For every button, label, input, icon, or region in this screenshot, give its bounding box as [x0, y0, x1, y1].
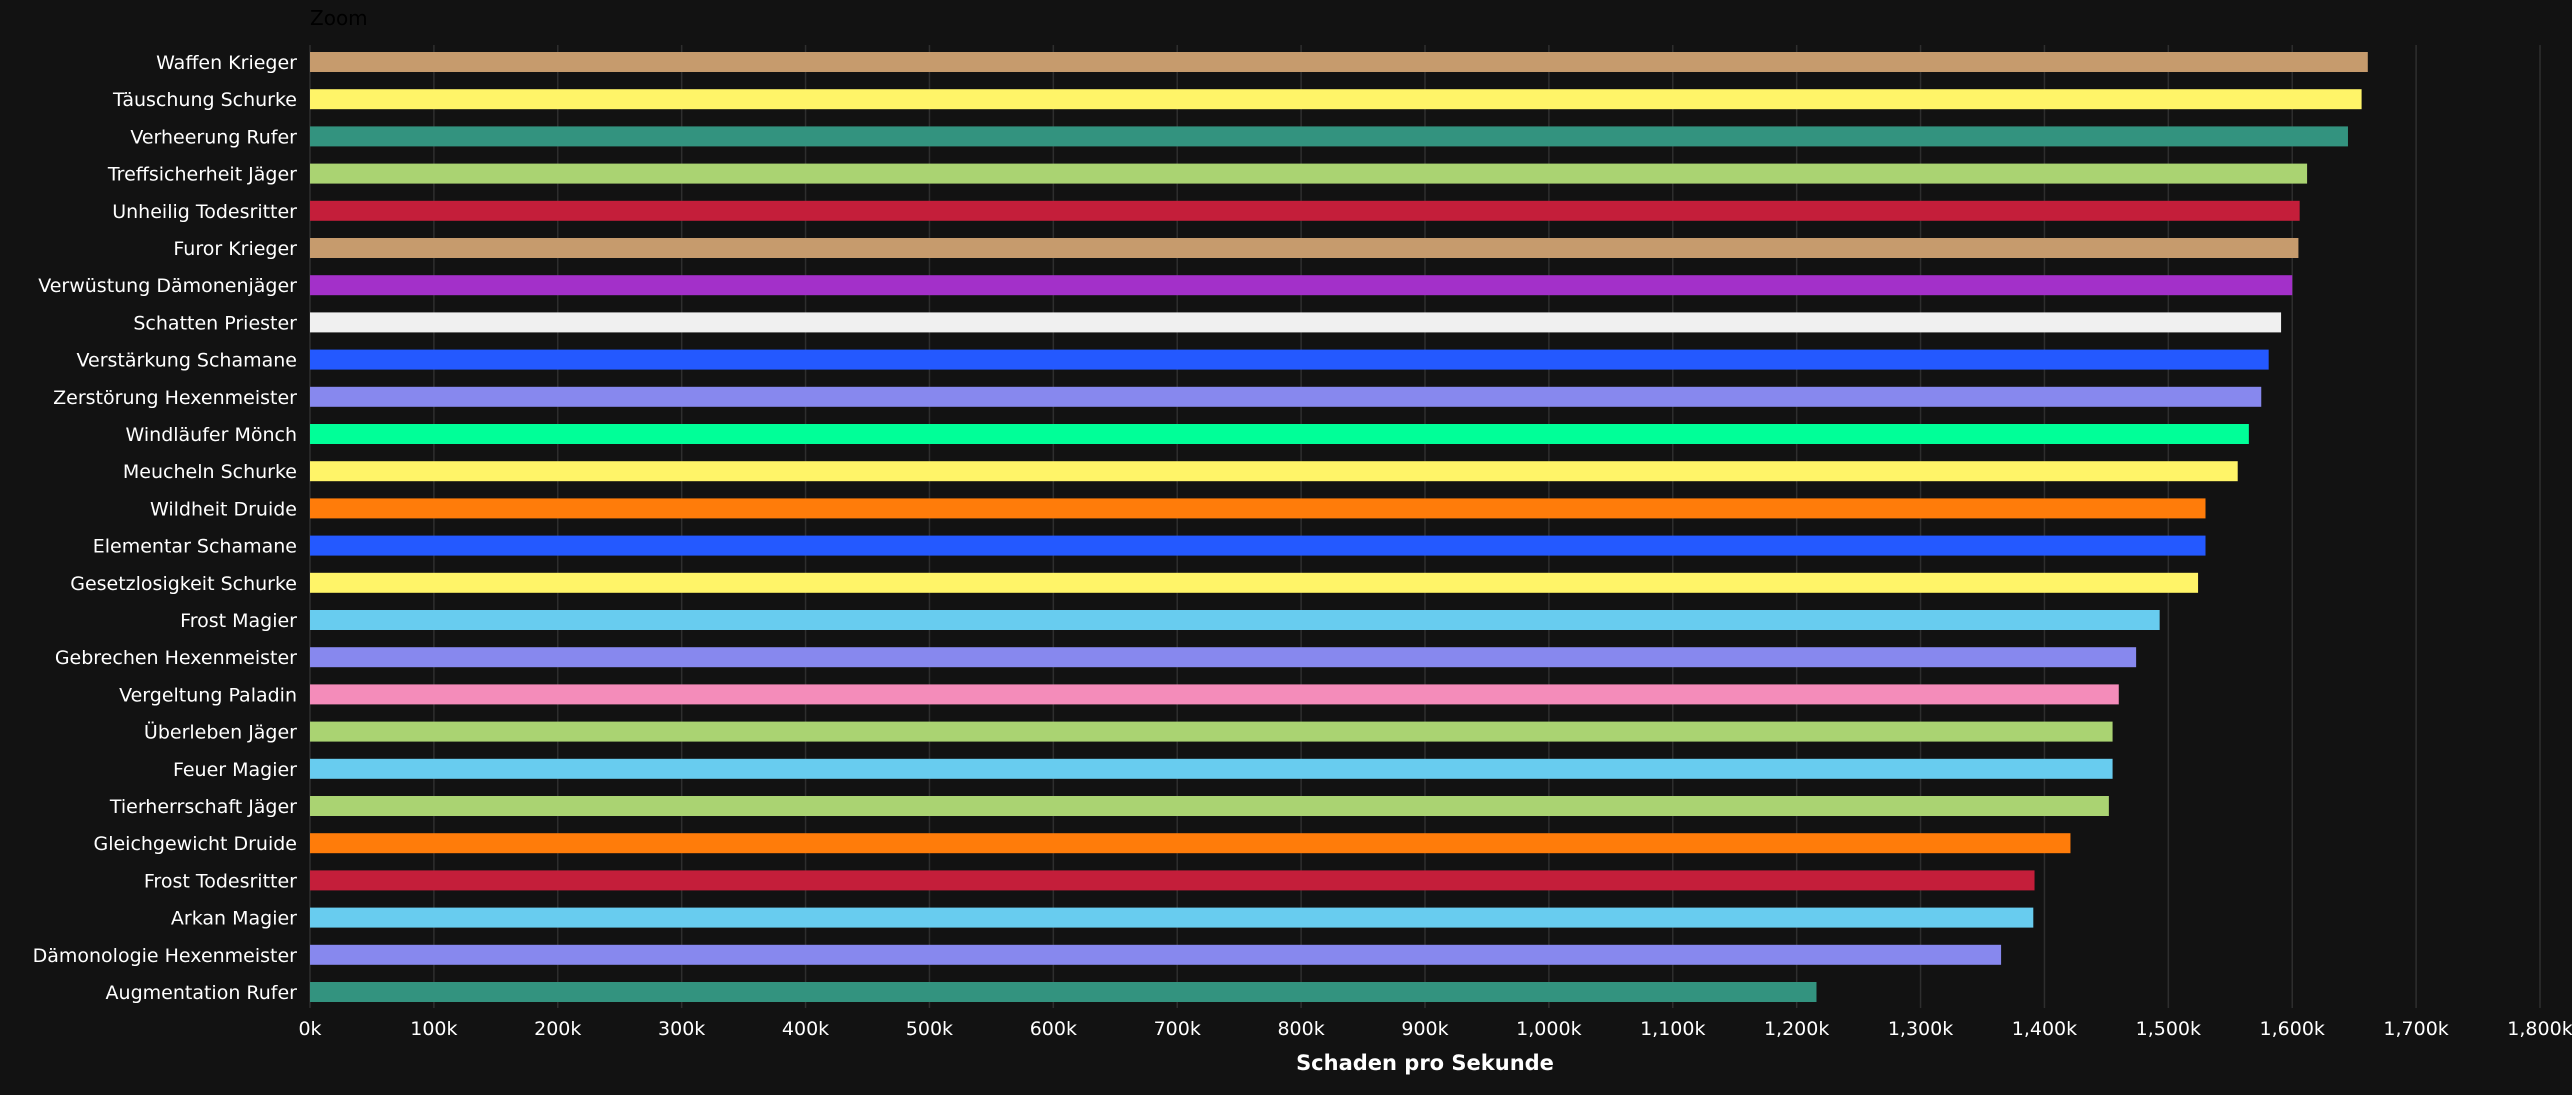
x-tick-label: 1,000k: [1516, 1018, 1581, 1040]
bar[interactable]: [310, 89, 2362, 110]
bar[interactable]: [310, 424, 2249, 444]
category-label: Dämonologie Hexenmeister: [33, 945, 298, 967]
x-axis-ticks: 0k 100k 200k 300k 400k 500k 600k 700k 800k 900k 1,…: [298, 1018, 2572, 1040]
category-label: Frost Magier: [180, 610, 297, 632]
category-label: Unheilig Todesritter: [112, 201, 297, 223]
category-label: Frost Todesritter: [144, 870, 297, 892]
bar[interactable]: [310, 349, 2269, 370]
bar[interactable]: [310, 833, 2071, 854]
bar[interactable]: [310, 870, 2035, 891]
category-label: Vergeltung Paladin: [119, 684, 297, 706]
x-tick-label: 1,600k: [2260, 1018, 2325, 1040]
category-label: Überleben Jäger: [144, 721, 297, 744]
bar[interactable]: [310, 126, 2348, 147]
bar[interactable]: [310, 386, 2262, 407]
bar[interactable]: [310, 535, 2206, 556]
x-tick-label: 0k: [298, 1018, 321, 1040]
category-label: Meucheln Schurke: [123, 461, 297, 483]
bar[interactable]: [310, 610, 2160, 630]
category-label: Zerstörung Hexenmeister: [53, 387, 297, 409]
x-tick-label: 100k: [410, 1018, 457, 1040]
x-tick-label: 1,700k: [2383, 1018, 2448, 1040]
category-labels: Waffen Krieger Täuschung Schurke Verheerun…: [33, 52, 298, 1004]
x-tick-label: 900k: [1401, 1018, 1448, 1040]
x-tick-label: 800k: [1277, 1018, 1324, 1040]
x-tick-label: 1,500k: [2136, 1018, 2201, 1040]
bar[interactable]: [310, 982, 1817, 1002]
bar[interactable]: [310, 758, 2113, 779]
bar[interactable]: [310, 461, 2238, 482]
bar[interactable]: [310, 200, 2300, 221]
bar[interactable]: [310, 721, 2113, 742]
bars-group: [310, 52, 2368, 1002]
x-axis-title: Schaden pro Sekunde: [1296, 1051, 1554, 1075]
x-tick-label: 1,400k: [2012, 1018, 2077, 1040]
bar[interactable]: [310, 796, 2109, 816]
category-label: Furor Krieger: [173, 238, 297, 260]
x-tick-label: 700k: [1154, 1018, 1201, 1040]
category-label: Waffen Krieger: [156, 52, 297, 74]
bar[interactable]: [310, 163, 2308, 184]
zoom-label[interactable]: Zoom: [310, 6, 368, 30]
bar[interactable]: [310, 647, 2137, 668]
category-label: Windläufer Mönch: [126, 424, 298, 446]
x-tick-label: 600k: [1030, 1018, 1077, 1040]
category-label: Wildheit Druide: [150, 498, 297, 520]
x-tick-label: 1,300k: [1888, 1018, 1953, 1040]
x-tick-label: 300k: [658, 1018, 705, 1040]
bar[interactable]: [310, 52, 2368, 72]
bar[interactable]: [310, 684, 2119, 705]
category-label: Tierherrschaft Jäger: [109, 796, 297, 818]
category-label: Treffsicherheit Jäger: [107, 164, 297, 186]
category-label: Arkan Magier: [171, 908, 297, 930]
category-label: Gebrechen Hexenmeister: [55, 647, 297, 669]
bar[interactable]: [310, 312, 2282, 333]
x-tick-label: 1,200k: [1764, 1018, 1829, 1040]
category-label: Feuer Magier: [173, 759, 297, 781]
category-label: Täuschung Schurke: [112, 89, 297, 111]
bar[interactable]: [310, 944, 2002, 965]
category-label: Verwüstung Dämonenjäger: [38, 275, 297, 297]
category-label: Elementar Schamane: [93, 536, 297, 558]
category-label: Schatten Priester: [133, 312, 297, 334]
x-tick-label: 400k: [782, 1018, 829, 1040]
x-tick-label: 200k: [534, 1018, 581, 1040]
category-label: Verheerung Rufer: [130, 126, 297, 148]
bar[interactable]: [310, 498, 2206, 519]
category-label: Gesetzlosigkeit Schurke: [70, 573, 297, 595]
category-label: Augmentation Rufer: [106, 982, 298, 1004]
bar[interactable]: [310, 907, 2034, 928]
category-label: Verstärkung Schamane: [76, 350, 297, 372]
x-tick-label: 500k: [906, 1018, 953, 1040]
x-tick-label: 1,100k: [1640, 1018, 1705, 1040]
bar[interactable]: [310, 275, 2293, 296]
category-label: Gleichgewicht Druide: [93, 833, 297, 855]
bar[interactable]: [310, 572, 2199, 593]
bar[interactable]: [310, 238, 2299, 258]
x-tick-label: 1,800k: [2507, 1018, 2572, 1040]
